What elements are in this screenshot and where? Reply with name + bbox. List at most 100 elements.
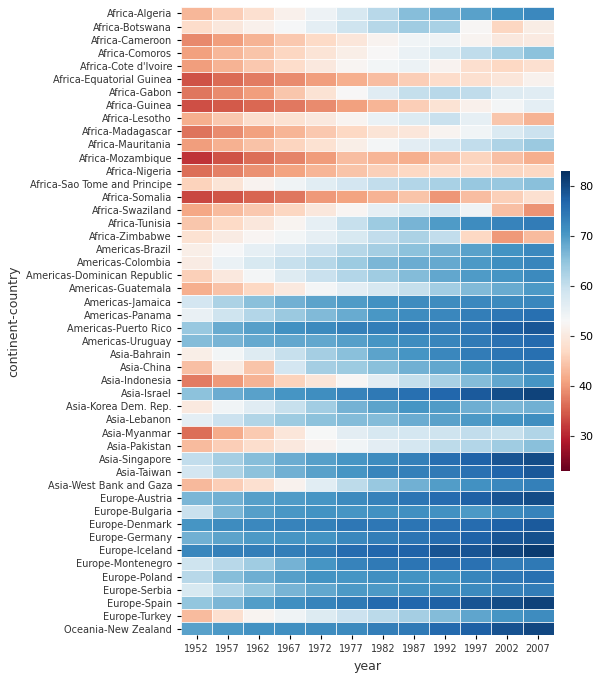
Bar	[460, 151, 491, 164]
Bar	[181, 203, 212, 216]
Bar	[367, 452, 398, 465]
Bar	[523, 426, 554, 439]
Bar	[243, 439, 274, 452]
Bar	[305, 413, 336, 426]
Bar	[398, 465, 430, 478]
Bar	[491, 72, 523, 86]
Bar	[243, 46, 274, 59]
Bar	[212, 360, 243, 373]
Bar	[523, 321, 554, 335]
Bar	[181, 151, 212, 164]
Bar	[398, 335, 430, 347]
Bar	[430, 596, 460, 609]
Bar	[212, 99, 243, 112]
Bar	[181, 335, 212, 347]
Bar	[305, 321, 336, 335]
Bar	[336, 86, 367, 99]
Bar	[460, 335, 491, 347]
Bar	[243, 256, 274, 269]
Bar	[430, 400, 460, 413]
Bar	[243, 583, 274, 596]
Bar	[430, 216, 460, 230]
Bar	[212, 282, 243, 295]
Bar	[305, 99, 336, 112]
Bar	[305, 557, 336, 570]
Bar	[398, 86, 430, 99]
Bar	[367, 230, 398, 243]
Bar	[398, 138, 430, 151]
Bar	[367, 20, 398, 33]
Bar	[305, 583, 336, 596]
Bar	[243, 517, 274, 530]
Bar	[305, 570, 336, 583]
Bar	[274, 387, 305, 400]
Bar	[430, 478, 460, 492]
Bar	[398, 517, 430, 530]
Bar	[181, 544, 212, 557]
Bar	[181, 373, 212, 387]
Bar	[181, 20, 212, 33]
Bar	[398, 243, 430, 256]
Bar	[523, 86, 554, 99]
Bar	[460, 505, 491, 517]
Bar	[430, 321, 460, 335]
Bar	[336, 439, 367, 452]
Bar	[367, 583, 398, 596]
Bar	[398, 203, 430, 216]
Bar	[367, 544, 398, 557]
Bar	[274, 308, 305, 321]
Bar	[305, 517, 336, 530]
Bar	[336, 544, 367, 557]
Bar	[523, 596, 554, 609]
Bar	[523, 256, 554, 269]
Bar	[460, 426, 491, 439]
Bar	[243, 400, 274, 413]
Bar	[336, 308, 367, 321]
Bar	[212, 570, 243, 583]
Bar	[367, 295, 398, 308]
Bar	[460, 46, 491, 59]
Bar	[460, 544, 491, 557]
Bar	[398, 544, 430, 557]
Bar	[305, 125, 336, 138]
Bar	[430, 86, 460, 99]
Bar	[305, 295, 336, 308]
Bar	[305, 20, 336, 33]
Bar	[181, 99, 212, 112]
Bar	[430, 308, 460, 321]
Bar	[491, 99, 523, 112]
Bar	[460, 583, 491, 596]
Bar	[274, 20, 305, 33]
Bar	[305, 400, 336, 413]
Bar	[523, 125, 554, 138]
Bar	[181, 570, 212, 583]
Bar	[181, 465, 212, 478]
Bar	[491, 190, 523, 203]
Bar	[460, 347, 491, 360]
Bar	[181, 426, 212, 439]
Bar	[305, 492, 336, 505]
Bar	[305, 256, 336, 269]
Bar	[460, 596, 491, 609]
Bar	[491, 622, 523, 636]
Bar	[305, 387, 336, 400]
Bar	[305, 360, 336, 373]
Bar	[523, 517, 554, 530]
Bar	[212, 439, 243, 452]
Bar	[274, 295, 305, 308]
Bar	[491, 203, 523, 216]
Bar	[523, 269, 554, 282]
Bar	[398, 452, 430, 465]
Bar	[243, 177, 274, 190]
Bar	[181, 413, 212, 426]
Bar	[305, 203, 336, 216]
Bar	[336, 216, 367, 230]
Bar	[460, 517, 491, 530]
Bar	[367, 413, 398, 426]
Bar	[460, 295, 491, 308]
Bar	[430, 544, 460, 557]
Bar	[336, 609, 367, 622]
Bar	[491, 282, 523, 295]
Bar	[491, 295, 523, 308]
Bar	[367, 492, 398, 505]
